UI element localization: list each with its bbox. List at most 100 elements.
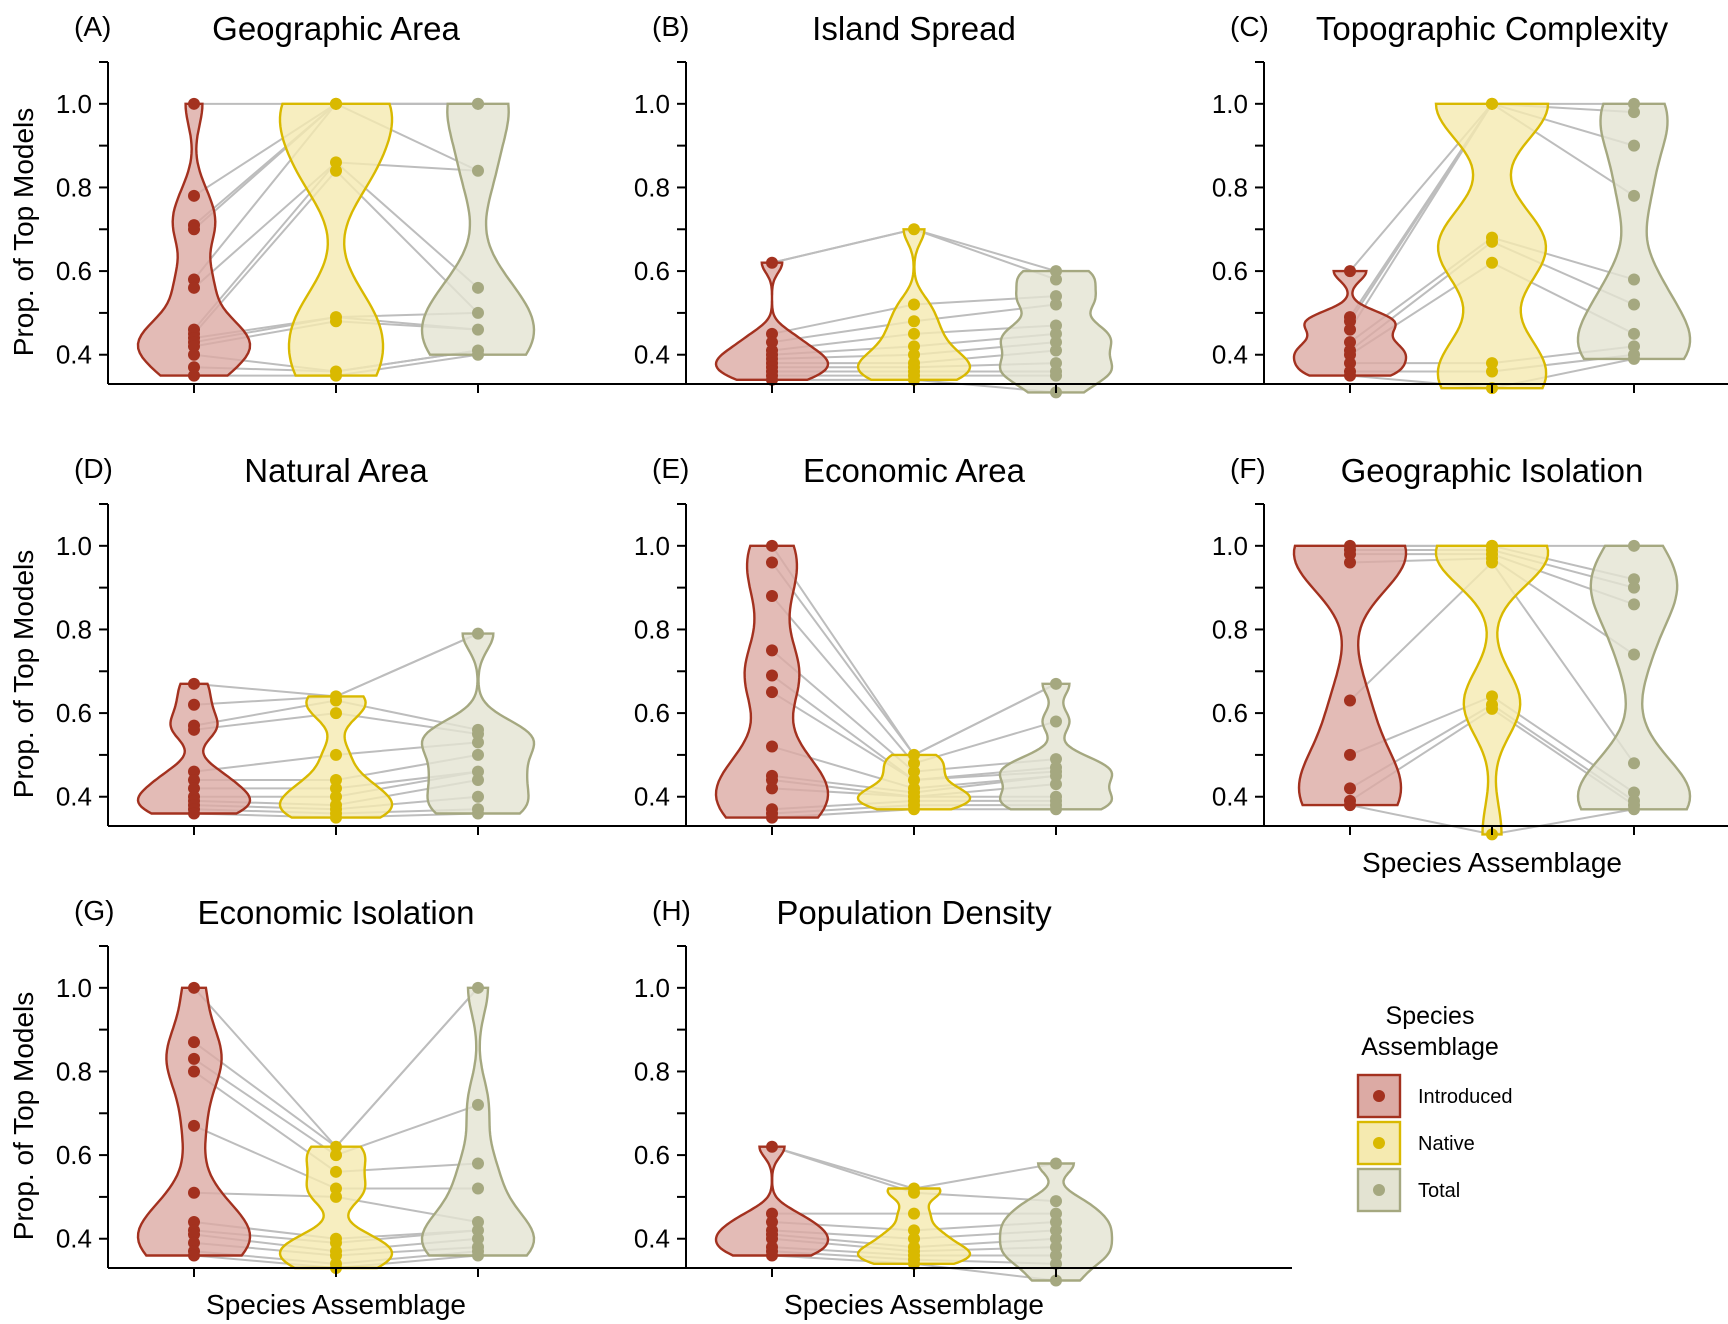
y-tick-label: 1.0 [1212,89,1248,119]
y-tick-label: 1.0 [634,531,670,561]
panel-title: Geographic Area [212,10,460,47]
point-introduced [1344,336,1356,349]
pair-line [771,1145,1057,1190]
point-introduced [766,686,778,699]
legend-key-total [1356,1167,1402,1213]
point-introduced [766,556,778,569]
point-introduced [188,774,200,786]
y-axis-title: Prop. of Top Models [8,992,39,1241]
legend: Species Assemblage Introduced Native Total [1356,1002,1513,1213]
point-native [330,1140,342,1153]
legend-dot [1373,1090,1385,1102]
point-total [1628,648,1640,661]
point-introduced [766,1232,778,1245]
point-introduced [188,1216,200,1228]
point-introduced [188,223,200,236]
point-total [1050,319,1062,332]
y-tick-label: 0.6 [1212,256,1248,286]
point-total [1050,290,1062,303]
pair-line [771,545,1057,757]
violin-introduced [1292,544,1408,807]
point-total [1628,340,1640,353]
point-total [1050,298,1062,311]
panel-h: (H) Population Density 0.4 0.6 0.8 1.0 Species… [634,894,1292,1320]
point-native [908,1257,920,1270]
point-introduced [1344,556,1356,569]
point-native [330,156,342,169]
panel-b: (B) Island Spread 0.4 0.6 0.8 1.0 [634,10,1292,399]
panel-c: (C) Topographic Complexity 0.4 0.6 0.8 1.0 [1212,10,1728,395]
violin-introduced [714,261,830,381]
point-total [1050,803,1062,816]
point-native [330,1149,342,1162]
violin-total [420,632,536,815]
point-introduced [766,1249,778,1262]
point-native [330,748,342,761]
point-introduced [188,807,200,820]
point-introduced [188,782,200,795]
point-total [472,281,484,294]
y-tick-label: 0.4 [56,782,92,812]
pair-line [193,987,479,1149]
point-native [908,298,920,311]
point-introduced [188,281,200,294]
point-native [330,790,342,803]
point-introduced [1344,323,1356,336]
y-tick-label: 0.4 [634,782,670,812]
point-introduced [766,782,778,795]
panel-title: Population Density [776,894,1052,931]
point-native [908,327,920,340]
y-axis-title: Prop. of Top Models [8,550,39,799]
point-total [472,774,484,786]
point-native [330,1249,342,1262]
point-native [908,1232,920,1245]
point-total [1628,106,1640,119]
point-introduced [766,1207,778,1220]
point-introduced [188,765,200,778]
legend-label: Introduced [1418,1086,1513,1108]
point-introduced [1344,748,1356,761]
point-total [1050,327,1062,340]
point-total [472,765,484,778]
point-introduced [766,740,778,753]
point-introduced [766,327,778,340]
y-tick-label: 0.8 [1212,614,1248,644]
panel-d: (D) Natural Area 0.4 0.6 0.8 1.0 Prop. of Top … [8,452,714,835]
point-introduced [1344,348,1356,361]
point-introduced [766,590,778,602]
point-native [908,223,920,236]
y-tick-label: 0.8 [56,614,92,644]
point-introduced [188,981,200,994]
point-total [472,1157,484,1170]
point-introduced [766,669,778,682]
point-native [908,315,920,328]
y-tick-label: 0.4 [634,340,670,370]
point-introduced [1344,548,1356,561]
point-total [1050,715,1062,728]
point-total [1050,1157,1062,1170]
point-total [472,981,484,994]
point-total [1628,352,1640,365]
panel-letter: (E) [652,453,689,484]
y-tick-label: 1.0 [634,89,670,119]
point-native [1486,235,1498,248]
point-total [472,1216,484,1228]
point-native [330,1236,342,1249]
y-tick-label: 0.8 [634,614,670,644]
point-total [1628,757,1640,770]
point-total [1050,273,1062,286]
point-introduced [1344,265,1356,278]
y-tick-label: 0.6 [634,256,670,286]
violin-introduced [136,102,252,377]
point-total [472,736,484,749]
point-native [1486,256,1498,269]
point-introduced [188,369,200,382]
pair-line [771,561,1057,757]
point-native [330,1182,342,1195]
y-tick-label: 0.6 [634,1140,670,1170]
y-tick-label: 0.6 [56,698,92,728]
legend-title: Species [1386,1002,1475,1030]
point-introduced [188,1065,200,1078]
x-axis-title: Species Assemblage [784,1289,1044,1320]
point-introduced [188,1119,200,1132]
